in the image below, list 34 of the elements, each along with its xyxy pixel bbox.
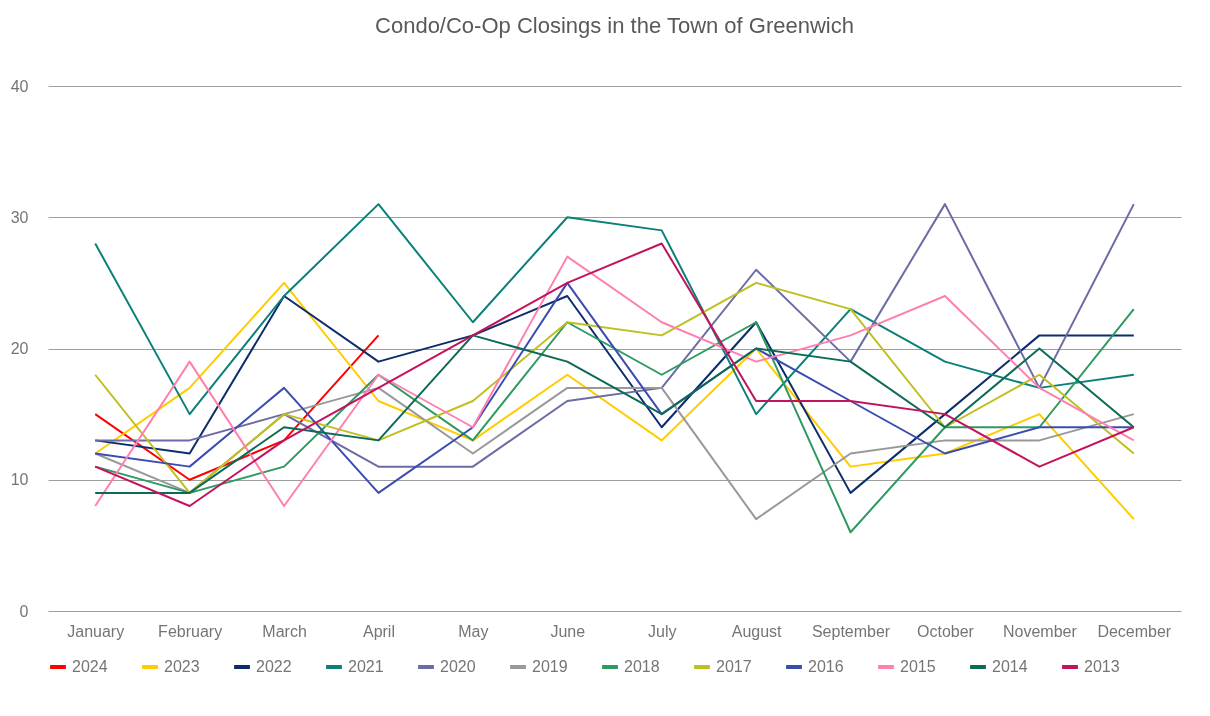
legend-label: 2018 (624, 658, 660, 675)
y-tick-label: 0 (19, 602, 29, 620)
legend-label: 2022 (256, 658, 292, 675)
x-tick-label: May (458, 622, 489, 640)
x-tick-label: July (647, 622, 677, 640)
legend-label: 2013 (1084, 658, 1120, 675)
legend-label: 2021 (348, 658, 384, 675)
x-tick-label: April (362, 622, 395, 640)
legend-label: 2019 (532, 658, 568, 675)
x-tick-label: November (1002, 622, 1078, 640)
legend-label: 2016 (808, 658, 844, 675)
legend-label: 2014 (992, 658, 1028, 675)
x-tick-label: March (262, 622, 307, 640)
x-tick-label: February (158, 622, 223, 640)
y-tick-label: 20 (10, 340, 29, 357)
x-tick-label: January (67, 622, 125, 640)
legend-label: 2015 (900, 658, 936, 675)
y-tick-label: 10 (10, 471, 29, 489)
legend-label: 2020 (440, 658, 476, 675)
line-series (94, 334, 1135, 494)
x-tick-label: September (811, 622, 891, 640)
line-series (94, 334, 380, 481)
y-tick-label: 40 (10, 77, 29, 95)
x-tick-label: December (1097, 622, 1172, 640)
y-tick-label: 30 (10, 208, 29, 226)
x-tick-label: October (917, 622, 975, 640)
legend-label: 2017 (716, 658, 752, 675)
x-tick-label: August (731, 622, 783, 640)
line-series (94, 203, 1135, 416)
legend-label: 2024 (72, 658, 108, 675)
legend-label: 2023 (164, 658, 200, 675)
chart-title: Condo/Co-Op Closings in the Town of Greenwich (375, 13, 854, 38)
line-series (94, 203, 1135, 468)
x-tick-label: June (550, 622, 586, 640)
